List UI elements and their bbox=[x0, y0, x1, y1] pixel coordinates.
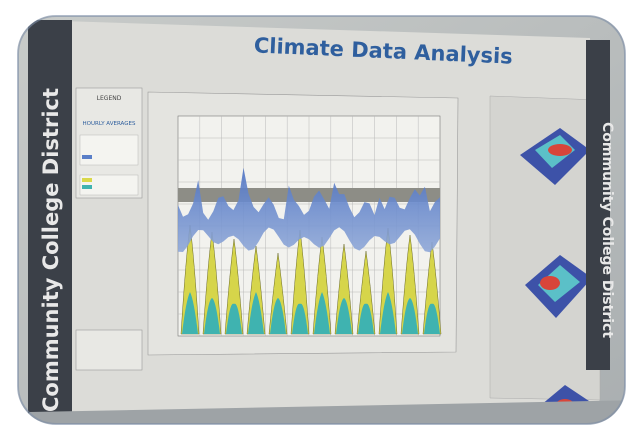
left-banner-text: Community College District bbox=[39, 88, 63, 412]
legend-footer bbox=[76, 330, 142, 370]
legend-swatches bbox=[80, 135, 138, 195]
page: Community College District Climate Data … bbox=[0, 0, 643, 440]
photo-content: Community College District Climate Data … bbox=[0, 0, 643, 440]
gray-bar bbox=[178, 188, 440, 202]
photo: Community College District Climate Data … bbox=[0, 0, 643, 440]
right-banner-text: Community College District bbox=[599, 122, 615, 338]
legend-section: HOURLY AVERAGES bbox=[83, 121, 136, 127]
legend-heading: LEGEND bbox=[97, 95, 122, 102]
